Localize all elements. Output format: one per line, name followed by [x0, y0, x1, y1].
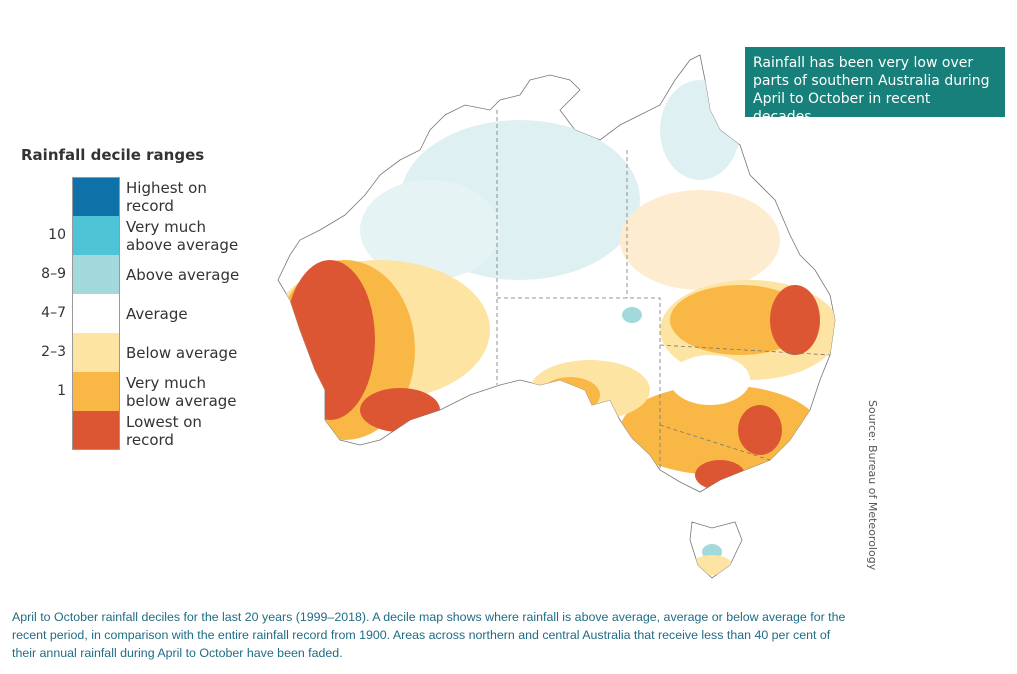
decile-label: 2–3 — [41, 344, 66, 360]
decile-label: 1 — [57, 383, 66, 399]
legend-swatch — [72, 333, 120, 372]
caption: April to October rainfall deciles for th… — [12, 610, 846, 660]
legend-label: Below average — [126, 343, 238, 362]
decile-label: 4–7 — [41, 305, 66, 321]
legend-swatch — [72, 255, 120, 294]
map — [277, 54, 836, 579]
source: Source: Bureau of Meteorology — [866, 400, 879, 571]
legend-swatch — [72, 372, 120, 411]
legend-label: Very much above average — [126, 217, 239, 254]
legend-label: Above average — [126, 265, 240, 284]
legend-swatch — [72, 177, 120, 216]
decile-label: 10 — [48, 227, 66, 243]
decile-label: 8–9 — [41, 266, 66, 282]
callout: Rainfall has been very low over parts of… — [745, 47, 1005, 125]
legend-title: Rainfall decile ranges — [21, 146, 205, 164]
legend-swatch — [72, 216, 120, 255]
legend-label: Average — [126, 304, 188, 323]
legend-swatch — [72, 411, 120, 450]
state-borders — [496, 110, 831, 470]
legend-swatch — [72, 294, 120, 333]
legend-label: Lowest on record — [126, 412, 202, 449]
legend-label: Very much below average — [126, 373, 237, 410]
legend-label: Highest on record — [126, 178, 207, 215]
